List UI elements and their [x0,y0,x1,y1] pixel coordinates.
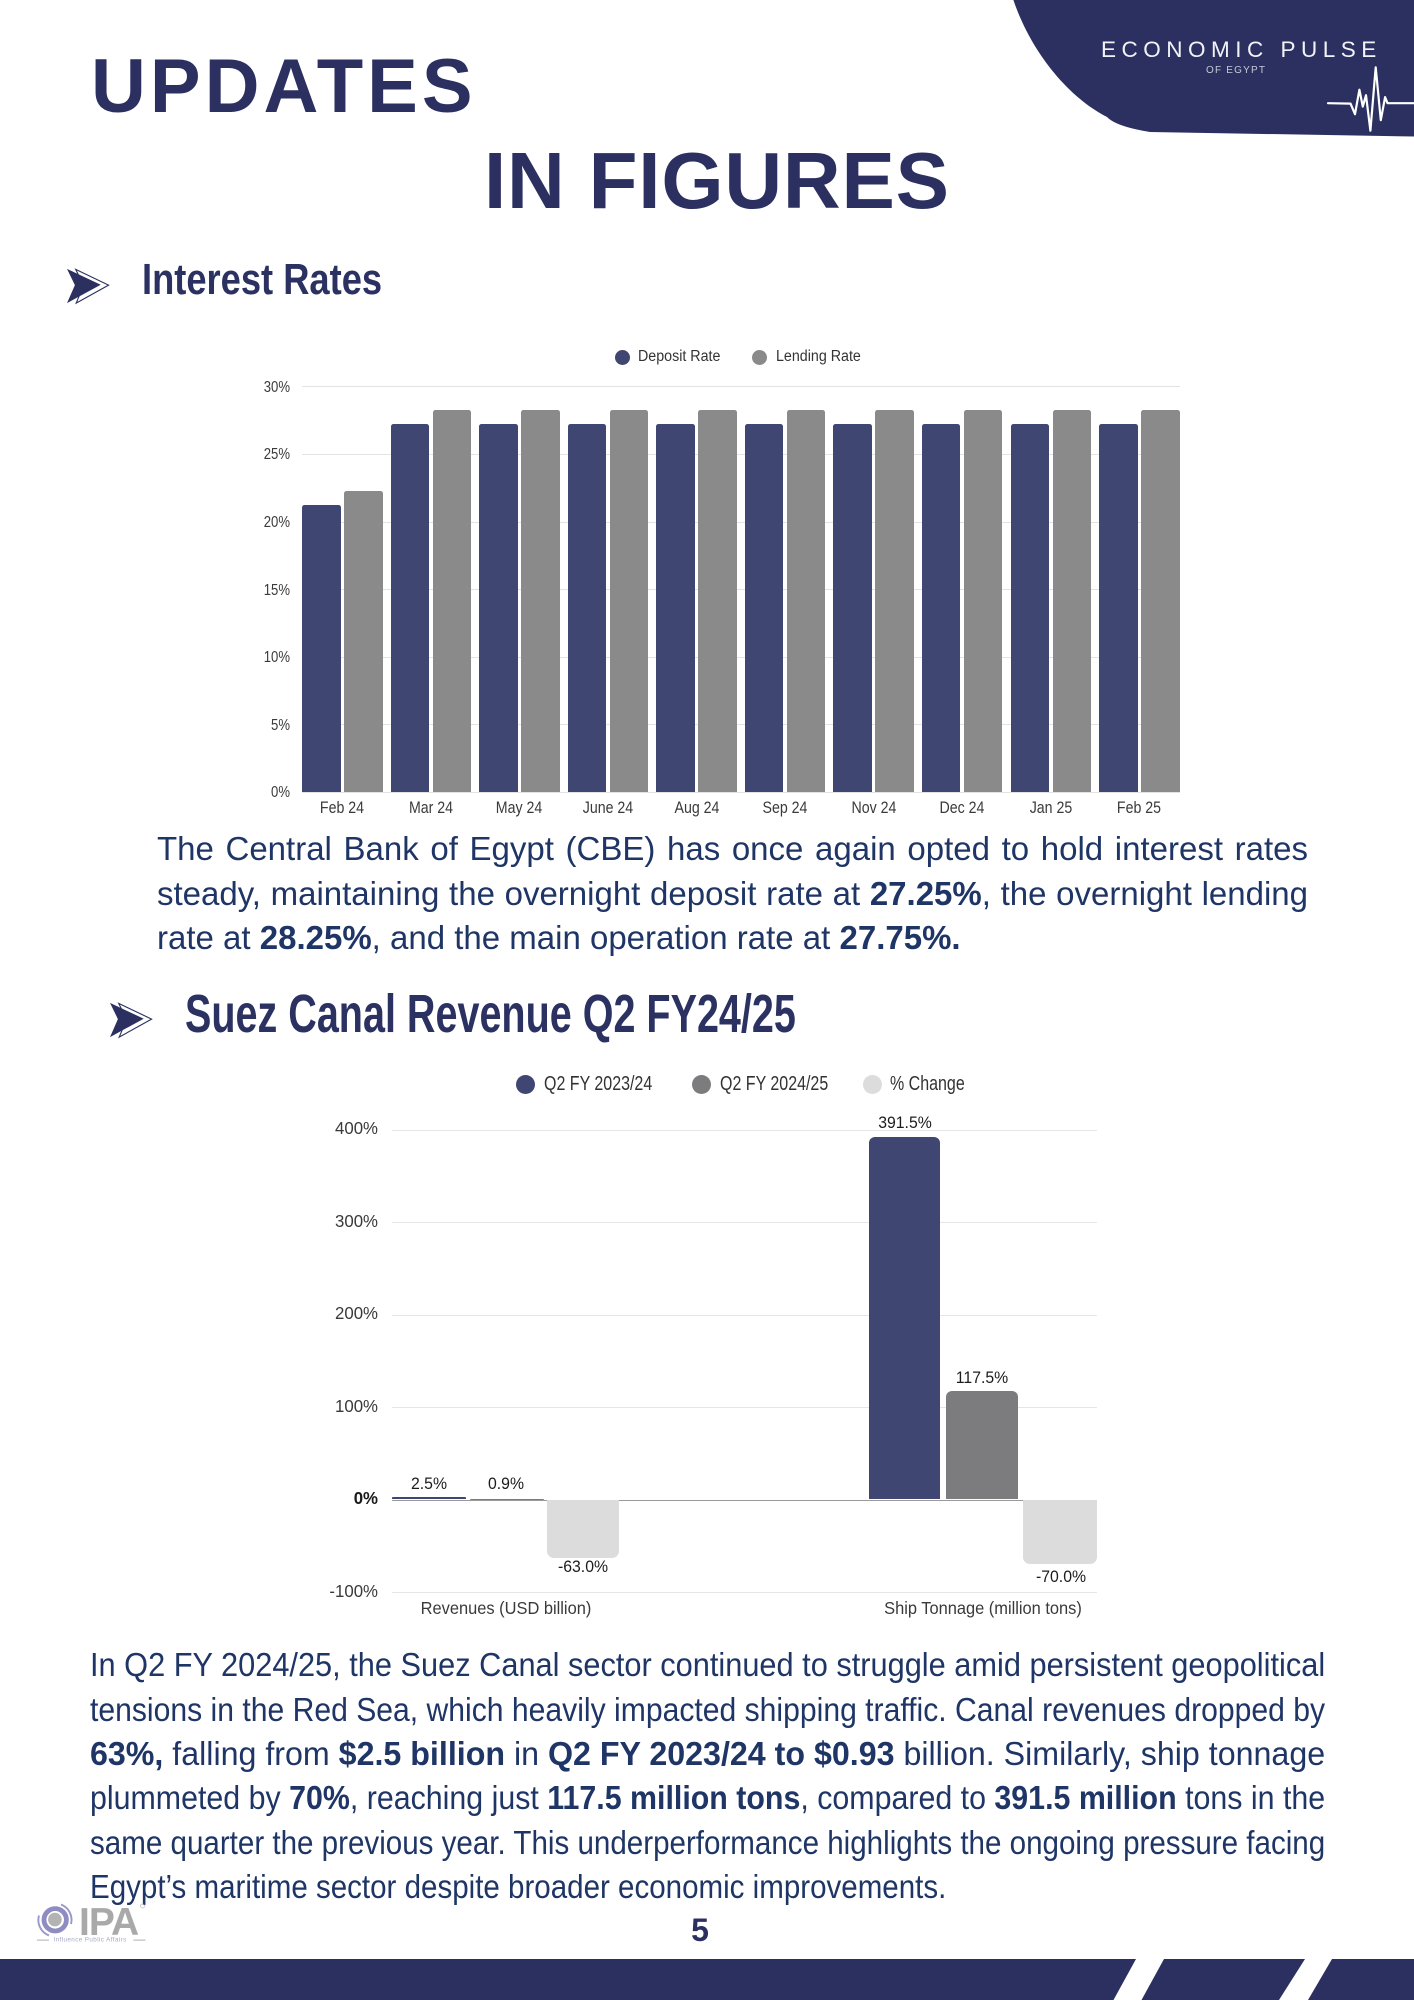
svg-text:Influence Public Affairs: Influence Public Affairs [54,1937,127,1944]
svg-text:IPA: IPA [79,1901,139,1944]
